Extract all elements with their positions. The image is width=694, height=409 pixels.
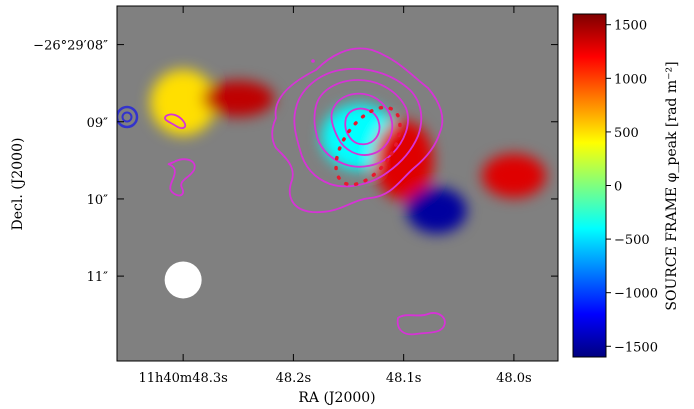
fit-ellipse xyxy=(334,105,402,187)
colorbar-tick-label: 1000 xyxy=(614,72,647,87)
rm-region-western-tail xyxy=(481,153,546,198)
colorbar xyxy=(572,13,607,358)
colorbar-tick-label: −1500 xyxy=(614,340,658,355)
colorbar-axis: 1500 1000 500 0 −500 −1000 −1500 xyxy=(606,19,658,355)
y-axis-title: Decl. (J2000) xyxy=(10,138,26,231)
colorbar-tick-label: 500 xyxy=(614,126,639,141)
y-tick-label: 09″ xyxy=(87,116,109,131)
contour-4 xyxy=(330,92,394,156)
contour-dot xyxy=(311,59,315,63)
contour-figure-eight xyxy=(167,158,196,197)
contour-inner xyxy=(344,107,381,146)
y-axis: −26°29′08″ 09″ 10″ 11″ xyxy=(33,39,558,285)
colorbar-tick-label: −500 xyxy=(614,233,650,248)
rm-region-southern-blob xyxy=(406,187,467,234)
rm-region-bridge xyxy=(202,80,275,117)
contour-2 xyxy=(293,67,423,188)
y-tick-label: −26°29′08″ xyxy=(33,39,108,54)
x-tick-label: 48.0s xyxy=(496,371,532,386)
x-axis: 11h40m48.3s 48.2s 48.1s 48.0s xyxy=(138,6,532,386)
reference-source-marker xyxy=(117,105,139,129)
x-tick-label: 48.1s xyxy=(386,371,422,386)
x-axis-title: RA (J2000) xyxy=(298,390,375,406)
colorbar-tick-label: −1000 xyxy=(614,287,658,302)
contour-outer xyxy=(271,47,444,214)
beam-ellipse xyxy=(164,261,202,299)
x-tick-label: 48.2s xyxy=(276,371,312,386)
plot-frame xyxy=(116,5,559,362)
colorbar-tick-label: 0 xyxy=(614,180,622,195)
y-tick-label: 11″ xyxy=(87,270,109,285)
contour-sw-small xyxy=(396,312,446,336)
rm-region-northeast-blob xyxy=(150,69,217,136)
colorbar-title: SOURCE FRAME φ_peak [rad m⁻²] xyxy=(664,61,680,310)
colorbar-tick-label: 1500 xyxy=(614,19,647,34)
x-tick-label: 11h40m48.3s xyxy=(138,371,227,386)
y-tick-label: 10″ xyxy=(87,193,109,208)
contour-ne-small xyxy=(164,113,187,129)
